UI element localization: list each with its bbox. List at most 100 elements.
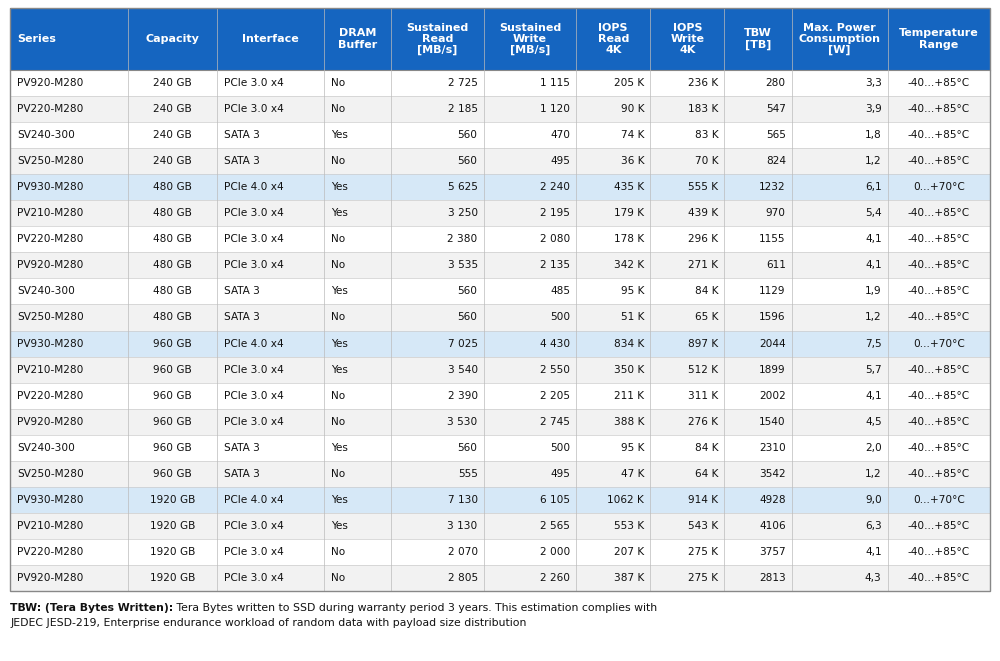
Text: PV930-M280: PV930-M280 bbox=[17, 182, 84, 192]
Bar bbox=[10, 70, 128, 96]
Text: 2 070: 2 070 bbox=[448, 547, 478, 557]
Text: Yes: Yes bbox=[331, 495, 347, 505]
Text: PV920-M280: PV920-M280 bbox=[17, 78, 83, 88]
Text: 240 GB: 240 GB bbox=[153, 78, 192, 88]
Text: 1,8: 1,8 bbox=[865, 130, 882, 140]
Bar bbox=[217, 330, 324, 356]
Text: 2 550: 2 550 bbox=[540, 365, 570, 375]
Text: PCIe 3.0 x4: PCIe 3.0 x4 bbox=[224, 235, 284, 245]
Bar bbox=[724, 356, 792, 383]
Text: PV930-M280: PV930-M280 bbox=[17, 495, 84, 505]
Bar bbox=[324, 383, 391, 408]
Text: PCIe 3.0 x4: PCIe 3.0 x4 bbox=[224, 365, 284, 375]
Bar bbox=[792, 383, 888, 408]
Bar bbox=[10, 278, 128, 305]
Text: 3542: 3542 bbox=[759, 469, 786, 479]
Bar bbox=[484, 513, 576, 539]
Bar bbox=[10, 148, 128, 175]
Bar bbox=[324, 175, 391, 200]
Text: 2 565: 2 565 bbox=[540, 521, 570, 531]
Text: 4,1: 4,1 bbox=[865, 547, 882, 557]
Text: 83 K: 83 K bbox=[695, 130, 718, 140]
Bar bbox=[10, 305, 128, 330]
Bar bbox=[128, 148, 217, 175]
Text: PCIe 3.0 x4: PCIe 3.0 x4 bbox=[224, 208, 284, 218]
Text: 271 K: 271 K bbox=[688, 260, 718, 270]
Text: No: No bbox=[331, 313, 345, 323]
Text: 2 185: 2 185 bbox=[448, 104, 478, 114]
Text: -40...+85°C: -40...+85°C bbox=[908, 78, 970, 88]
Text: 560: 560 bbox=[458, 156, 478, 166]
Bar bbox=[128, 486, 217, 513]
Text: -40...+85°C: -40...+85°C bbox=[908, 391, 970, 401]
Bar bbox=[217, 305, 324, 330]
Bar bbox=[724, 253, 792, 278]
Text: 2,0: 2,0 bbox=[865, 443, 882, 453]
Bar bbox=[128, 175, 217, 200]
Text: 0...+70°C: 0...+70°C bbox=[913, 338, 965, 348]
Bar bbox=[10, 461, 128, 486]
Text: PCIe 3.0 x4: PCIe 3.0 x4 bbox=[224, 573, 284, 583]
Bar bbox=[484, 278, 576, 305]
Bar bbox=[128, 330, 217, 356]
Text: 5 625: 5 625 bbox=[448, 182, 478, 192]
Bar bbox=[128, 8, 217, 70]
Text: SV250-M280: SV250-M280 bbox=[17, 156, 84, 166]
Text: 47 K: 47 K bbox=[621, 469, 644, 479]
Text: 178 K: 178 K bbox=[614, 235, 644, 245]
Text: Yes: Yes bbox=[331, 130, 347, 140]
Text: SV240-300: SV240-300 bbox=[17, 286, 75, 296]
Text: 4,5: 4,5 bbox=[865, 416, 882, 426]
Text: 2813: 2813 bbox=[759, 573, 786, 583]
Bar bbox=[324, 226, 391, 253]
Bar bbox=[724, 70, 792, 96]
Text: 1,2: 1,2 bbox=[865, 313, 882, 323]
Text: 480 GB: 480 GB bbox=[153, 260, 192, 270]
Bar bbox=[650, 356, 724, 383]
Text: 560: 560 bbox=[458, 443, 478, 453]
Text: 560: 560 bbox=[458, 130, 478, 140]
Text: 90 K: 90 K bbox=[621, 104, 644, 114]
Bar bbox=[792, 226, 888, 253]
Text: 553 K: 553 K bbox=[614, 521, 644, 531]
Text: PCIe 4.0 x4: PCIe 4.0 x4 bbox=[224, 182, 284, 192]
Bar bbox=[217, 200, 324, 226]
Text: 480 GB: 480 GB bbox=[153, 182, 192, 192]
Text: 4928: 4928 bbox=[759, 495, 786, 505]
Text: 435 K: 435 K bbox=[614, 182, 644, 192]
Bar bbox=[10, 96, 128, 122]
Bar bbox=[576, 486, 650, 513]
Bar bbox=[888, 148, 990, 175]
Text: 3 530: 3 530 bbox=[447, 416, 478, 426]
Bar bbox=[324, 8, 391, 70]
Bar bbox=[217, 96, 324, 122]
Text: 4,1: 4,1 bbox=[865, 235, 882, 245]
Bar bbox=[484, 200, 576, 226]
Text: 1062 K: 1062 K bbox=[607, 495, 644, 505]
Bar bbox=[888, 278, 990, 305]
Bar bbox=[792, 330, 888, 356]
Bar bbox=[10, 408, 128, 435]
Bar bbox=[10, 8, 990, 591]
Text: PV920-M280: PV920-M280 bbox=[17, 416, 83, 426]
Bar bbox=[324, 513, 391, 539]
Bar bbox=[650, 226, 724, 253]
Bar bbox=[484, 461, 576, 486]
Text: 240 GB: 240 GB bbox=[153, 130, 192, 140]
Text: No: No bbox=[331, 235, 345, 245]
Bar bbox=[324, 356, 391, 383]
Bar bbox=[217, 278, 324, 305]
Text: 7,5: 7,5 bbox=[865, 338, 882, 348]
Bar bbox=[724, 226, 792, 253]
Bar bbox=[10, 330, 128, 356]
Bar bbox=[391, 253, 484, 278]
Bar bbox=[391, 486, 484, 513]
Text: PV210-M280: PV210-M280 bbox=[17, 365, 83, 375]
Bar bbox=[576, 356, 650, 383]
Text: PCIe 3.0 x4: PCIe 3.0 x4 bbox=[224, 521, 284, 531]
Bar bbox=[888, 122, 990, 148]
Text: 555 K: 555 K bbox=[688, 182, 718, 192]
Bar bbox=[484, 486, 576, 513]
Bar bbox=[724, 461, 792, 486]
Text: PCIe 3.0 x4: PCIe 3.0 x4 bbox=[224, 547, 284, 557]
